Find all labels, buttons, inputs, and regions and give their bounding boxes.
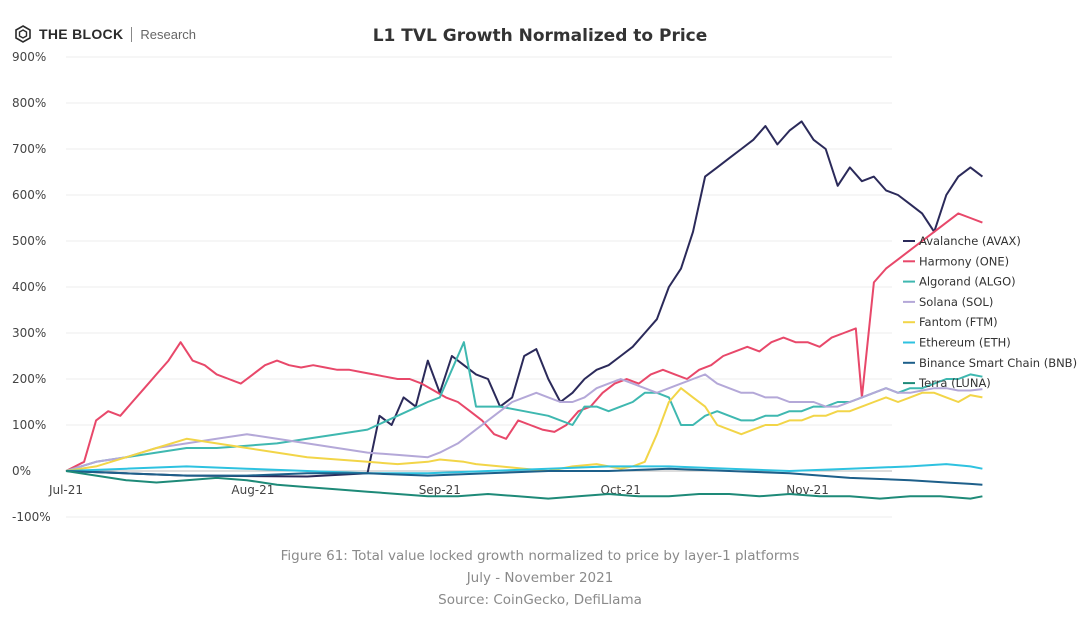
legend-label: Terra (LUNA) xyxy=(918,376,991,390)
legend-label: Solana (SOL) xyxy=(919,295,993,309)
caption-line-1: Figure 61: Total value locked growth nor… xyxy=(280,548,800,564)
series-line xyxy=(65,212,983,472)
logo: THE BLOCK Research xyxy=(14,25,196,43)
chart: L1 TVL Growth Normalized to Price -100% 0… xyxy=(12,26,1077,524)
caption-line-3: Source: CoinGecko, DefiLlama xyxy=(438,592,642,608)
x-tick-label: Aug-21 xyxy=(231,483,274,497)
axes: -100% 0% 100% 200% 300% 400% 500% 600% 700% 800% 9… xyxy=(12,50,892,524)
series-line xyxy=(65,387,983,472)
y-tick-label: 800% xyxy=(12,96,46,110)
chart-title: L1 TVL Growth Normalized to Price xyxy=(373,26,708,46)
brand-name: THE BLOCK xyxy=(39,26,124,42)
legend-label: Ethereum (ETH) xyxy=(919,336,1011,350)
caption-line-2: July - November 2021 xyxy=(466,570,614,586)
series-line xyxy=(65,470,983,500)
x-tick-label: Nov-21 xyxy=(786,483,829,497)
legend-label: Fantom (FTM) xyxy=(919,315,998,329)
brand-divider xyxy=(131,26,133,42)
series-line xyxy=(65,467,983,486)
x-tick-label: Sep-21 xyxy=(419,483,461,497)
figure-caption: Figure 61: Total value locked growth nor… xyxy=(0,545,1080,611)
grid xyxy=(66,56,892,518)
the-block-logo-icon xyxy=(15,25,31,43)
y-tick-label: 100% xyxy=(12,418,46,432)
y-tick-label: 900% xyxy=(12,50,46,64)
y-tick-label: 200% xyxy=(12,372,46,386)
y-tick-label: 300% xyxy=(12,326,46,340)
y-tick-label: 500% xyxy=(12,234,46,248)
y-tick-label: 600% xyxy=(12,188,46,202)
series-line xyxy=(65,463,983,475)
x-tick-label: Jul-21 xyxy=(48,483,83,497)
y-tick-label: -100% xyxy=(12,510,51,524)
series-line xyxy=(65,341,983,472)
y-tick-label: 700% xyxy=(12,142,46,156)
legend-label: Harmony (ONE) xyxy=(919,254,1009,268)
legend-label: Avalanche (AVAX) xyxy=(919,234,1021,248)
legend-label: Binance Smart Chain (BNB) xyxy=(919,356,1077,370)
series-line xyxy=(65,373,983,472)
y-tick-label: 0% xyxy=(12,464,31,478)
y-tick-label: 400% xyxy=(12,280,46,294)
brand-subtitle: Research xyxy=(140,26,197,42)
series-lines xyxy=(65,120,984,500)
legend: Avalanche (AVAX) Harmony (ONE) Algorand (A… xyxy=(903,234,1077,390)
legend-label: Algorand (ALGO) xyxy=(919,275,1016,289)
